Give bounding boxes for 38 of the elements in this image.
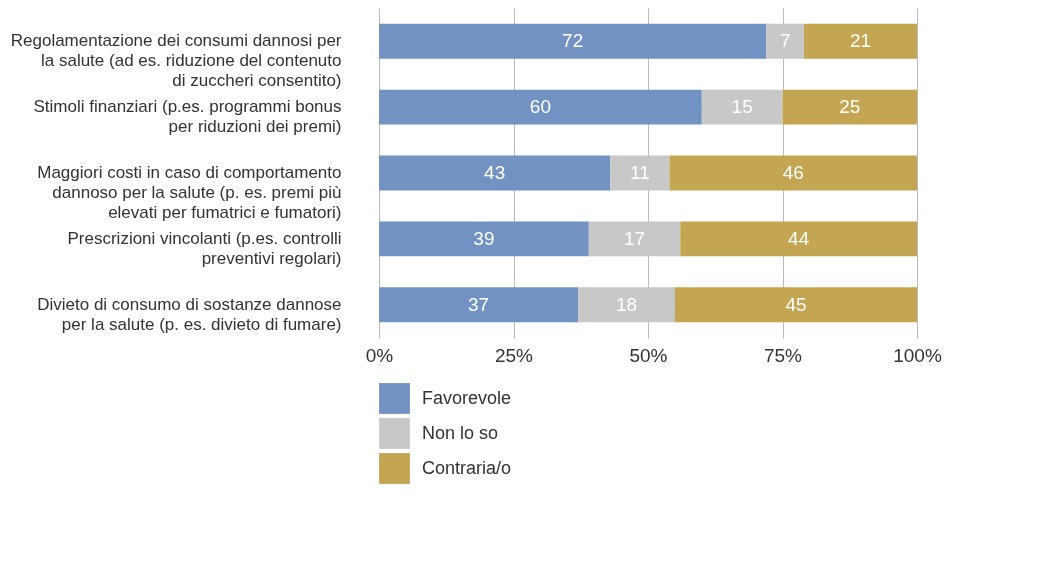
y-tick-label: Divieto di consumo di sostanze dannose per la salute (p. es. divieto di fumare) xyxy=(37,294,342,334)
bar xyxy=(379,89,702,125)
data-label: 39 xyxy=(473,227,495,249)
bar xyxy=(379,287,579,323)
bar xyxy=(669,155,917,191)
x-tick-label: 0% xyxy=(365,344,394,366)
y-tick-label: Maggiori costi in caso di comportamento dannoso per la salute (p. es. premi più elevati per fumatrici e fumatori) xyxy=(37,163,342,222)
legend-label: Non lo so xyxy=(422,422,499,443)
data-label: 21 xyxy=(849,30,872,52)
bar xyxy=(701,89,783,125)
bar xyxy=(379,221,589,257)
bar xyxy=(674,287,917,323)
data-label: 44 xyxy=(788,227,810,249)
bar xyxy=(610,155,670,191)
bar xyxy=(782,89,917,125)
bar xyxy=(379,23,767,59)
data-label: 37 xyxy=(467,293,490,315)
x-tick-label: 100% xyxy=(893,344,942,366)
x-tick-label: 50% xyxy=(629,344,668,366)
bar xyxy=(766,23,805,59)
bar xyxy=(578,287,675,323)
data-label: 43 xyxy=(484,162,506,183)
legend-label: Contraria/o xyxy=(422,457,512,478)
bar xyxy=(804,23,917,59)
y-tick-label: Regolamentazione dei consumi dannosi per la salute (ad es. riduzione del contenuto di zuccheri consentito) xyxy=(10,31,342,91)
legend-label: Favorevole xyxy=(422,387,512,408)
x-tick-label: 75% xyxy=(763,344,803,366)
data-label: 45 xyxy=(785,293,807,315)
y-tick-label: Prescrizioni vincolanti (p.es. controlli preventivi regolari) xyxy=(67,228,342,268)
data-label: 46 xyxy=(782,162,804,183)
data-label: 72 xyxy=(562,30,584,52)
x-tick-label: 25% xyxy=(494,344,534,366)
bar xyxy=(379,155,611,191)
data-label: 60 xyxy=(529,96,551,118)
bar xyxy=(588,221,681,257)
bar xyxy=(680,221,917,257)
y-tick-label: Stimoli finanziari (p.es. programmi bonus per riduzioni dei premi) xyxy=(33,97,342,137)
data-label: 25 xyxy=(839,96,861,118)
